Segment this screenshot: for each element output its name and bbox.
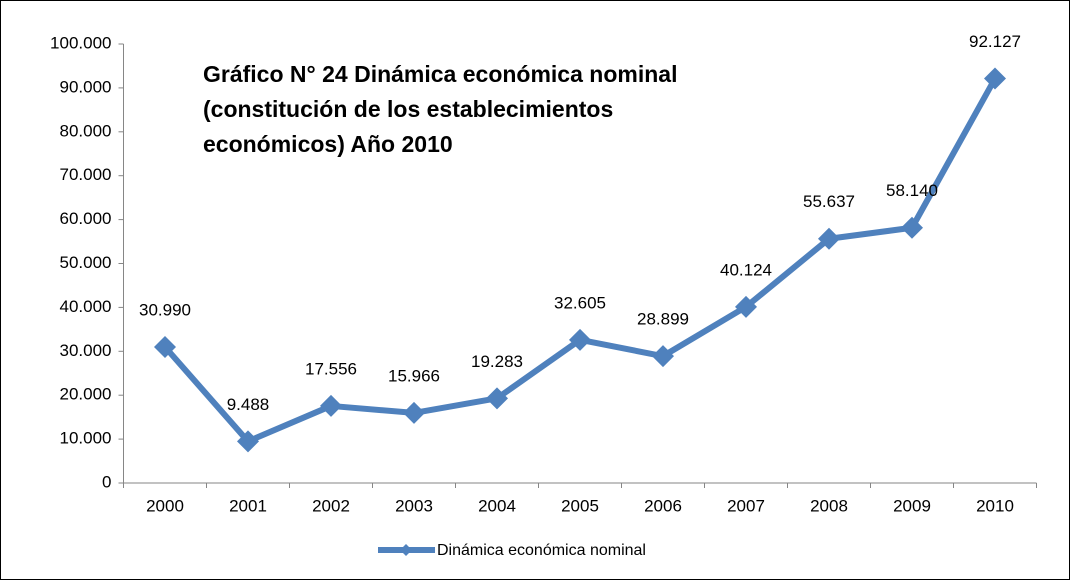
- marker: [486, 387, 508, 410]
- marker: [652, 345, 674, 368]
- y-tick-label: 20.000: [60, 385, 112, 404]
- data-label: 92.127: [969, 32, 1021, 51]
- x-tick-label: 2007: [727, 496, 765, 515]
- y-tick-label: 80.000: [60, 121, 112, 140]
- marker: [237, 430, 259, 453]
- data-label: 28.899: [637, 310, 689, 329]
- x-tick-label: 2009: [893, 496, 931, 515]
- marker: [735, 295, 757, 318]
- data-label: 9.488: [227, 395, 270, 414]
- marker: [984, 67, 1006, 90]
- y-tick-label: 10.000: [60, 429, 112, 448]
- data-label: 55.637: [803, 192, 855, 211]
- marker: [569, 328, 591, 351]
- x-tick-label: 2002: [312, 496, 350, 515]
- x-tick-label: 2000: [146, 496, 184, 515]
- data-label: 58.140: [886, 181, 938, 200]
- x-tick-label: 2001: [229, 496, 267, 515]
- data-label: 30.990: [139, 300, 191, 319]
- y-tick-label: 40.000: [60, 297, 112, 316]
- y-tick-label: 100.000: [50, 33, 111, 52]
- marker: [403, 401, 425, 424]
- marker: [320, 394, 342, 417]
- marker: [818, 227, 840, 250]
- chart-title: Gráfico N° 24 Dinámica económica nominal: [203, 61, 677, 87]
- y-tick-label: 90.000: [60, 77, 112, 96]
- data-label: 19.283: [471, 352, 523, 371]
- y-tick-label: 0: [102, 472, 111, 491]
- y-tick-label: 30.000: [60, 341, 112, 360]
- chart-title: (constitución de los establecimientos: [203, 96, 613, 122]
- data-label: 32.605: [554, 293, 606, 312]
- x-tick-label: 2003: [395, 496, 433, 515]
- chart-title: económicos) Año 2010: [203, 131, 453, 157]
- x-tick-label: 2008: [810, 496, 848, 515]
- y-tick-label: 50.000: [60, 253, 112, 272]
- x-tick-label: 2006: [644, 496, 682, 515]
- y-tick-label: 70.000: [60, 165, 112, 184]
- x-tick-label: 2010: [976, 496, 1014, 515]
- y-tick-label: 60.000: [60, 209, 112, 228]
- marker: [154, 335, 176, 358]
- data-label: 40.124: [720, 260, 772, 279]
- data-label: 15.966: [388, 366, 440, 385]
- marker: [901, 216, 923, 239]
- legend-label: Dinámica económica nominal: [437, 542, 646, 559]
- x-tick-label: 2005: [561, 496, 599, 515]
- data-label: 17.556: [305, 359, 357, 378]
- legend-marker: [400, 544, 412, 556]
- x-tick-label: 2004: [478, 496, 516, 515]
